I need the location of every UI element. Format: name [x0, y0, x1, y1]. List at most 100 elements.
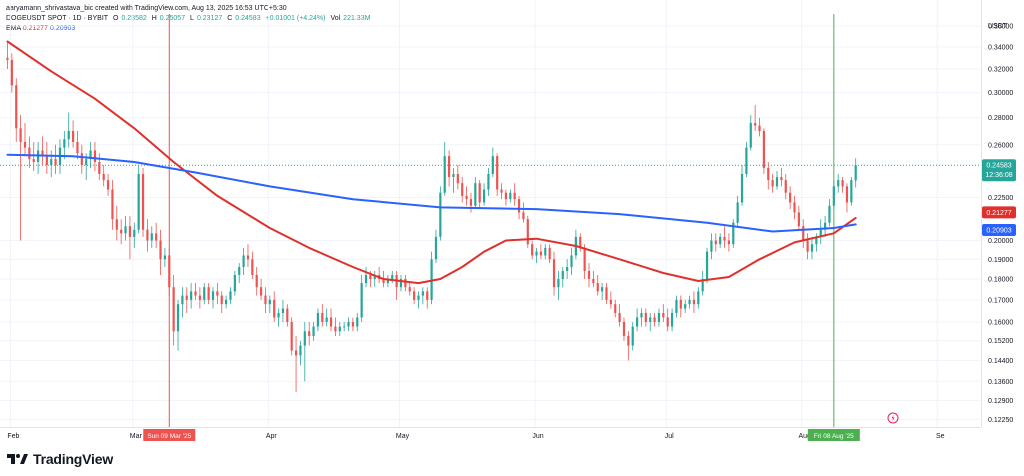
candle-body — [50, 159, 53, 165]
candle-up — [176, 299, 180, 351]
price-axis-unit: USDT — [988, 23, 1008, 30]
candle-body — [592, 278, 595, 284]
candle-down — [321, 304, 324, 327]
candle-body — [596, 283, 599, 292]
time-tick-label: Aug — [799, 433, 812, 440]
candle-up — [63, 130, 66, 160]
candle-up — [50, 150, 53, 178]
candle-up — [775, 170, 779, 190]
candle-down — [76, 130, 79, 160]
candle-body — [566, 267, 569, 271]
low-label: L — [190, 15, 194, 22]
candle-body — [819, 229, 822, 237]
tradingview-logo-icon — [7, 454, 28, 464]
candle-body — [89, 150, 92, 160]
candle-down — [465, 186, 468, 206]
candle-up — [391, 270, 394, 284]
candle-down — [141, 167, 145, 237]
candle-body — [299, 345, 302, 356]
candle-down — [41, 136, 44, 165]
candle-body — [268, 299, 271, 305]
candle-up — [482, 183, 486, 206]
tradingview-logo[interactable]: TradingView — [6, 451, 113, 467]
candle-body — [740, 173, 744, 203]
marker-date-label: Fri 08 Aug '25 — [814, 433, 854, 440]
candle-body — [789, 192, 792, 203]
candle-down — [784, 173, 787, 200]
price-tick-label: 0.12250 — [988, 417, 1013, 424]
candle-up — [190, 283, 193, 309]
candle-body — [176, 304, 180, 332]
candle-up — [749, 115, 752, 151]
candle-body — [41, 150, 44, 157]
candle-down — [592, 270, 595, 288]
candle-body — [832, 186, 835, 206]
candle-up — [688, 295, 691, 309]
ohlc-legend: DOGEUSDT SPOT · 1D · BYBIT O 0.23582 H 0.2… — [6, 14, 373, 24]
candle-body — [373, 274, 376, 279]
candle-body — [635, 317, 639, 327]
candle-body — [10, 59, 13, 86]
candle-body — [605, 287, 608, 300]
candle-down — [504, 189, 508, 206]
candle-up — [810, 236, 814, 260]
candle-body — [439, 192, 442, 237]
candle-body — [128, 226, 132, 237]
candlestick-chart[interactable]: USDT 0.36000 0.34000 0.32000 0.30000 0.28000… — [0, 0, 1024, 447]
candle-body — [544, 247, 547, 256]
candle-up — [640, 308, 643, 327]
candle-body — [692, 299, 696, 305]
price-axis[interactable]: USDT 0.36000 0.34000 0.32000 0.30000 0.28000… — [981, 0, 1014, 427]
candle-down — [255, 267, 258, 296]
chart-grid — [0, 0, 981, 427]
price-tick-label: 0.19000 — [988, 257, 1013, 264]
candle-body — [609, 299, 612, 305]
time-axis[interactable]: Feb Mar Apr May Jun Jul Aug Se Sun 09 Mar '25 Fri… — [0, 427, 981, 442]
candle-up — [281, 299, 285, 322]
candle-down — [767, 162, 770, 190]
candle-up — [710, 233, 713, 260]
candle-body — [63, 139, 66, 148]
flash-icon[interactable] — [887, 412, 899, 424]
candle-body — [93, 150, 97, 163]
candle-down — [329, 308, 333, 332]
candle-down — [264, 287, 267, 313]
change-value: +0.01001 (+4.24%) — [265, 15, 326, 22]
candle-up — [570, 247, 573, 275]
candle-body — [478, 183, 481, 203]
price-tick-label: 0.22500 — [988, 195, 1013, 202]
candle-body — [649, 317, 652, 322]
candle-down — [548, 244, 551, 264]
candle-body — [496, 156, 499, 190]
candle-body — [19, 128, 22, 142]
candle-body — [347, 321, 350, 327]
candle-body — [736, 202, 739, 223]
candle-body — [45, 156, 48, 165]
candle-down — [596, 274, 599, 296]
candle-down — [461, 177, 464, 203]
candle-body — [732, 222, 735, 245]
candle-body — [513, 192, 516, 200]
candle-body — [474, 183, 477, 206]
time-tick-label: Jul — [665, 433, 674, 440]
candle-up — [360, 274, 363, 322]
ema-legend: EMA 0.21277 0.20903 — [6, 24, 373, 34]
candle-body — [710, 240, 713, 252]
candle-body — [246, 255, 250, 260]
candle-body — [758, 125, 761, 131]
candle-body — [190, 291, 193, 300]
candle-body — [54, 159, 57, 165]
close-value: 0.24583 — [235, 15, 261, 22]
candle-up — [535, 247, 538, 264]
candle-body — [679, 299, 682, 309]
candle-up — [732, 219, 735, 248]
candle-up — [824, 215, 827, 237]
candle-body — [793, 202, 796, 213]
price-tags: 0.21277 0.20903 0.24583 12:36:08 — [982, 159, 1016, 236]
price-tick-label: 0.20000 — [988, 238, 1013, 245]
candle-down — [780, 167, 783, 187]
candle-body — [150, 233, 153, 241]
candle-down — [552, 251, 556, 296]
candle-body — [211, 291, 215, 300]
price-tick-label: 0.14400 — [988, 358, 1013, 365]
